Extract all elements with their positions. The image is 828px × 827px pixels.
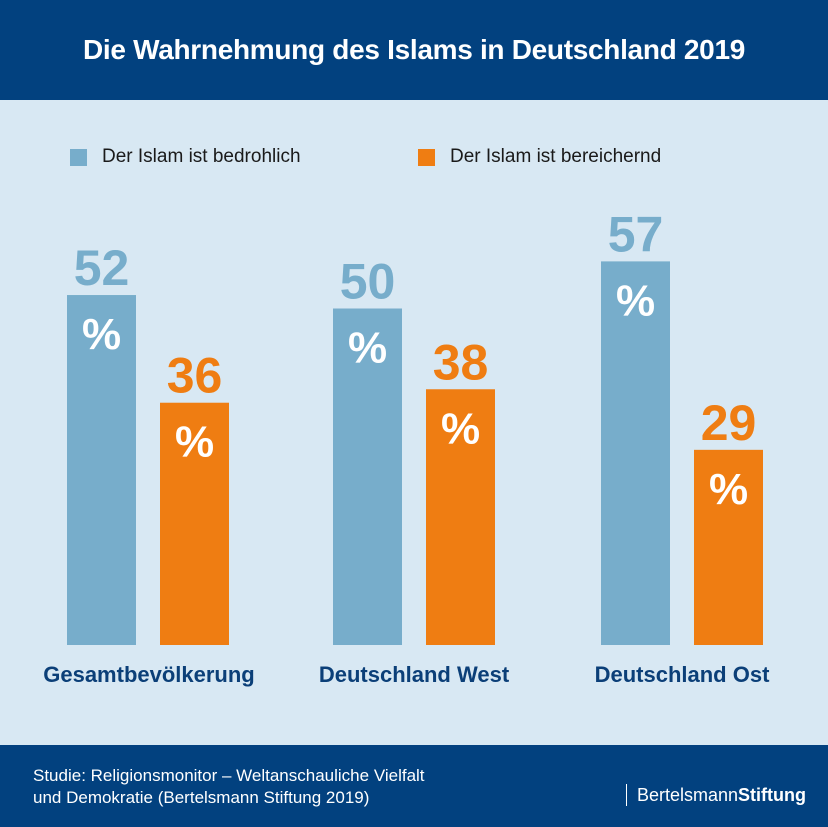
logo-regular: Bertelsmann [636,784,739,805]
bar-bedrohlich-1 [333,308,402,645]
legend-label-bedrohlich: Der Islam ist bedrohlich [102,146,301,167]
header-banner: Die Wahrnehmung des Islams in Deutschlan… [0,0,828,100]
logo-bold: Stiftung [738,784,806,805]
value-label: 38 [433,334,489,390]
percent-sign: % [175,418,214,467]
bertelsmann-stiftung-logo: Bertelsmann Stiftung [625,784,806,806]
percent-sign: % [82,310,121,359]
footer: Studie: Religionsmonitor – Weltanschauli… [0,745,828,827]
source-line-2: und Demokratie (Bertelsmann Stiftung 201… [33,788,370,807]
value-label: 57 [608,206,664,262]
source-line-1: Studie: Religionsmonitor – Weltanschauli… [33,766,425,785]
percent-sign: % [709,465,748,514]
percent-sign: % [348,324,387,373]
category-label: Gesamtbevölkerung [43,662,255,687]
percent-sign: % [616,276,655,325]
bar-bereichernd-1 [426,389,495,645]
value-label: 36 [167,348,223,404]
legend-swatch-bereichernd [418,148,435,166]
bar-bedrohlich-2 [601,261,670,645]
percent-sign: % [441,404,480,453]
bar-bereichernd-0 [160,402,229,645]
value-label: 52 [74,240,130,296]
legend: Der Islam ist bedrohlich Der Islam ist b… [0,146,828,170]
category-label: Deutschland Ost [595,662,770,687]
bar-chart: 52% 36% Gesamtbevölkerung 50% 38% Deutschland… [43,206,770,687]
chart-title: Die Wahrnehmung des Islams in Deutschlan… [82,34,745,65]
category-label: Deutschland West [319,662,510,687]
bar-bedrohlich-0 [67,295,136,645]
value-label: 29 [701,395,757,451]
legend-item-bereichernd: Der Islam ist bereichernd [418,146,661,168]
logo-divider [625,784,627,806]
bar-bereichernd-2 [694,449,763,645]
legend-item-bedrohlich: Der Islam ist bedrohlich [70,146,301,168]
source-note: Studie: Religionsmonitor – Weltanschauli… [33,765,425,809]
legend-swatch-bedrohlich [70,148,87,166]
value-label: 50 [340,254,396,310]
legend-label-bereichernd: Der Islam ist bereichernd [450,146,662,167]
